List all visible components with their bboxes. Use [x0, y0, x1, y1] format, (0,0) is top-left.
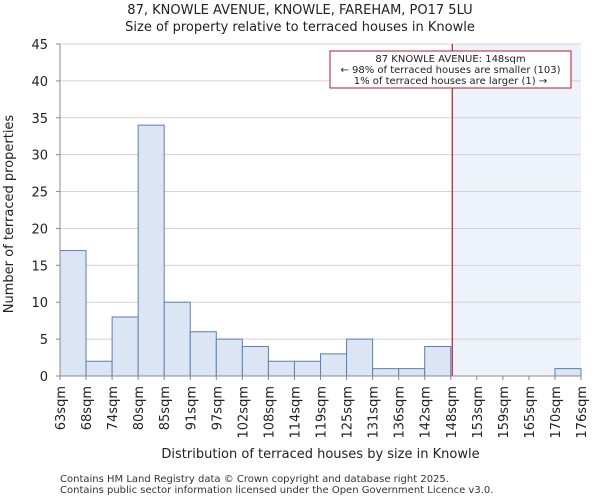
x-tick-label: 68sqm — [80, 386, 95, 430]
x-tick-labels: 63sqm 68sqm 74sqm 80sqm 85sqm 91sqm 97sqm 102sq… — [54, 376, 590, 439]
x-tick-label: 176sqm — [575, 386, 590, 439]
y-tick-label: 45 — [31, 38, 48, 53]
bar-63sqm — [59, 250, 87, 377]
chart-title-address: 87, KNOWLE AVENUE, KNOWLE, FAREHAM, PO17… — [127, 3, 473, 18]
bar-125sqm — [346, 338, 374, 377]
x-tick-label: 159sqm — [497, 386, 512, 439]
x-tick-label: 97sqm — [210, 386, 225, 430]
x-tick-label: 91sqm — [184, 386, 199, 430]
bar-91sqm — [189, 331, 217, 377]
footer-copyright: Contains HM Land Registry data © Crown c… — [60, 474, 449, 485]
x-tick-label: 136sqm — [393, 386, 408, 439]
x-tick-label: 148sqm — [445, 386, 460, 439]
y-tick-labels: 0 5 10 15 20 25 30 35 40 45 — [31, 38, 60, 385]
bar-74sqm — [111, 316, 139, 377]
bar-102sqm — [241, 345, 269, 377]
y-tick-label: 10 — [31, 296, 48, 311]
x-tick-label: 108sqm — [262, 386, 277, 439]
chart-title: Size of property relative to terraced ho… — [125, 20, 475, 35]
y-axis-label: Number of terraced properties — [2, 115, 17, 314]
y-tick-label: 30 — [31, 149, 48, 164]
y-tick-label: 40 — [31, 75, 48, 90]
y-tick-label: 5 — [40, 333, 48, 348]
y-tick-label: 0 — [40, 370, 48, 385]
x-axis-label: Distribution of terraced houses by size … — [161, 447, 479, 462]
x-tick-label: 125sqm — [341, 386, 356, 439]
larger-properties-shade — [452, 44, 581, 376]
x-tick-label: 165sqm — [523, 386, 538, 439]
bar-97sqm — [215, 338, 243, 377]
x-tick-label: 153sqm — [471, 386, 486, 439]
annotation-larger: 1% of terraced houses are larger (1) → — [354, 76, 548, 87]
annotation-smaller: ← 98% of terraced houses are smaller (10… — [340, 65, 560, 76]
x-tick-label: 63sqm — [54, 386, 69, 430]
x-tick-label: 131sqm — [367, 386, 382, 439]
x-tick-label: 85sqm — [158, 386, 173, 430]
bar-80sqm — [137, 124, 165, 377]
x-tick-label: 114sqm — [288, 386, 303, 439]
x-tick-label: 102sqm — [236, 386, 251, 439]
bar-142sqm — [424, 345, 452, 377]
x-tick-label: 80sqm — [132, 386, 147, 430]
bars — [59, 124, 582, 377]
x-tick-label: 119sqm — [315, 386, 330, 439]
bar-119sqm — [320, 353, 348, 377]
bar-131sqm — [372, 368, 400, 377]
y-tick-label: 20 — [31, 222, 48, 237]
footer-licence: Contains public sector information licen… — [60, 485, 494, 496]
bar-136sqm — [398, 368, 426, 377]
x-tick-label: 142sqm — [419, 386, 434, 439]
y-tick-label: 35 — [31, 112, 48, 127]
x-tick-label: 170sqm — [549, 386, 564, 439]
annotation-title: 87 KNOWLE AVENUE: 148sqm — [375, 54, 525, 65]
bar-170sqm — [554, 368, 582, 377]
bar-85sqm — [163, 301, 191, 377]
x-tick-label: 74sqm — [106, 386, 121, 430]
annotation-box — [329, 50, 572, 89]
bar-114sqm — [293, 360, 322, 377]
y-tick-label: 25 — [31, 186, 48, 201]
y-tick-label: 15 — [31, 259, 48, 274]
bar-108sqm — [267, 360, 295, 377]
bar-68sqm — [85, 360, 113, 377]
